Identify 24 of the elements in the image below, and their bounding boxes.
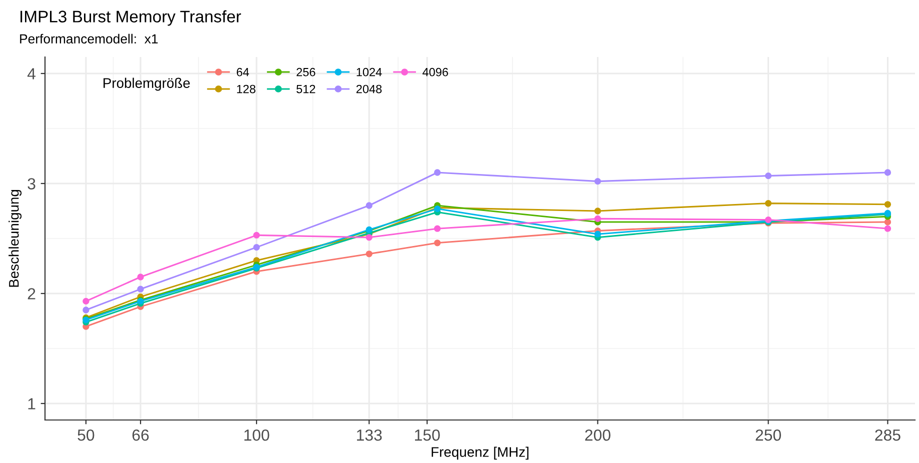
x-tick-label: 150 (415, 429, 440, 441)
y-tick-label: 1 (28, 398, 36, 410)
legend-label: 256 (296, 68, 316, 76)
legend-label: 128 (237, 84, 256, 94)
y-axis-title: Beschleunigung (8, 190, 22, 287)
x-tick-label: 250 (756, 429, 781, 441)
legend-label: 4096 (422, 68, 448, 76)
y-tick-label: 2 (28, 288, 36, 300)
legend-label: 1024 (356, 68, 382, 76)
x-axis-title: Frequenz [MHz] (432, 446, 528, 460)
legend-label: 2048 (356, 84, 382, 94)
x-tick-label: 66 (132, 429, 149, 441)
legend-label: 512 (296, 84, 316, 94)
x-tick-label: 200 (585, 429, 610, 441)
x-tick-label: 133 (357, 429, 382, 441)
chart-title: IMPL3 Burst Memory Transfer (20, 10, 242, 26)
y-tick-label: 3 (28, 178, 36, 190)
chart-subtitle: Performancemodell: x1 (20, 34, 158, 44)
x-tick-label: 50 (78, 429, 94, 441)
x-tick-label: 285 (875, 429, 900, 441)
legend-title: Problemgröße (104, 78, 190, 91)
y-tick-label: 4 (27, 68, 36, 80)
x-tick-label: 100 (244, 429, 270, 441)
legend-label: 64 (236, 68, 249, 76)
